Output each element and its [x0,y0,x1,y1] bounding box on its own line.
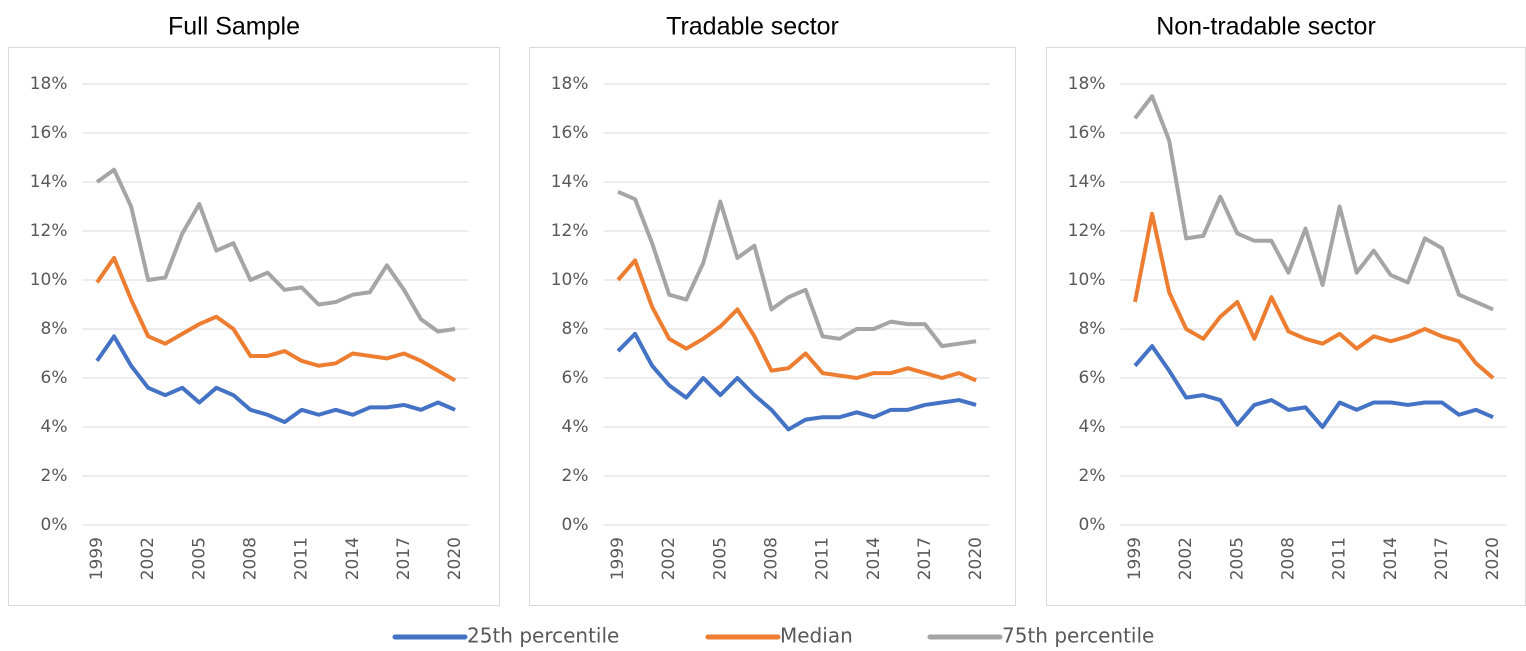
legend-label: Median [780,624,853,648]
y-tick-label: 18% [1068,74,1106,94]
y-tick-label: 10% [30,270,68,290]
x-tick-label: 2002 [659,537,679,580]
panel [8,47,500,606]
legend-label: 25th percentile [467,624,619,648]
chart-title: Tradable sector [666,13,839,41]
y-tick-label: 4% [1079,417,1106,437]
x-tick-label: 2011 [292,537,312,580]
y-tick-label: 0% [1079,515,1106,535]
x-tick-label: 2017 [394,537,414,580]
x-tick-label: 2020 [445,537,465,580]
series-line [616,331,977,432]
panel [529,47,1016,606]
y-tick-label: 8% [41,319,68,339]
series-line [1133,211,1495,380]
y-tick-label: 12% [551,221,589,241]
y-tick-label: 12% [1068,221,1106,241]
y-tick-label: 16% [551,123,589,143]
y-tick-label: 0% [562,515,589,535]
x-tick-label: 2017 [1432,537,1452,580]
x-tick-label: 1999 [1125,537,1145,580]
y-tick-label: 14% [1068,172,1106,192]
x-tick-label: 2011 [1330,537,1350,580]
x-tick-label: 2002 [138,537,158,580]
y-tick-label: 18% [30,74,68,94]
y-tick-label: 2% [41,466,68,486]
y-tick-label: 8% [1079,319,1106,339]
y-tick-label: 4% [562,417,589,437]
y-tick-label: 16% [30,123,68,143]
series-line [95,167,456,334]
series-line [1133,344,1494,429]
legend-label: 75th percentile [1002,624,1154,648]
y-tick-label: 6% [41,368,68,388]
y-tick-label: 2% [1079,466,1106,486]
series-line [616,258,977,383]
x-tick-label: 2008 [240,537,260,580]
x-tick-label: 2008 [761,537,781,580]
series-line [95,334,456,425]
y-tick-label: 10% [1068,270,1106,290]
x-tick-label: 2005 [710,537,730,580]
x-tick-label: 1999 [608,537,628,580]
x-tick-label: 2014 [1381,537,1401,580]
x-tick-label: 2020 [1483,537,1503,580]
y-tick-label: 16% [1068,123,1106,143]
x-tick-label: 2005 [1227,537,1247,580]
y-tick-label: 14% [30,172,68,192]
y-tick-label: 12% [30,221,68,241]
x-tick-label: 2014 [343,537,363,580]
x-tick-label: 2005 [189,537,209,580]
x-tick-label: 2011 [813,537,833,580]
x-tick-label: 2014 [864,537,884,580]
y-tick-label: 0% [41,515,68,535]
y-tick-label: 10% [551,270,589,290]
y-tick-label: 14% [551,172,589,192]
series-line [95,255,457,383]
x-tick-label: 2002 [1176,537,1196,580]
series-line [1133,94,1494,312]
x-tick-label: 2008 [1278,537,1298,580]
x-tick-label: 2017 [915,537,935,580]
y-tick-label: 18% [551,74,589,94]
y-tick-label: 6% [562,368,589,388]
chart-title: Full Sample [168,13,300,41]
y-tick-label: 4% [41,417,68,437]
series-line [617,189,977,349]
y-tick-label: 2% [562,466,589,486]
y-tick-label: 6% [1079,368,1106,388]
chart-title: Non-tradable sector [1156,13,1376,41]
y-tick-label: 8% [562,319,589,339]
x-tick-label: 2020 [966,537,986,580]
x-tick-label: 1999 [87,537,107,580]
